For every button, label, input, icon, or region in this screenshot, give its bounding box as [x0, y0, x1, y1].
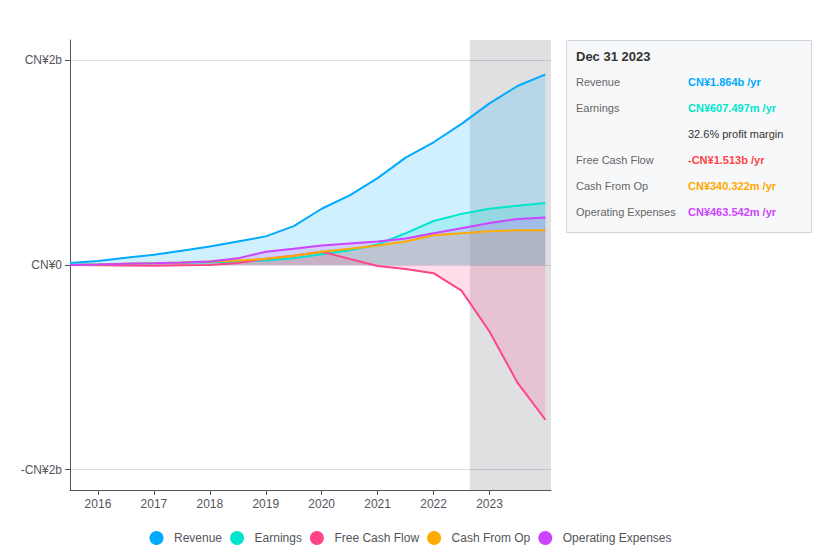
svg-text:CN¥463.542m /yr: CN¥463.542m /yr [688, 206, 777, 218]
svg-text:Revenue: Revenue [174, 531, 222, 545]
svg-text:Earnings: Earnings [576, 102, 620, 114]
svg-text:2017: 2017 [141, 497, 168, 511]
svg-text:Operating Expenses: Operating Expenses [576, 206, 676, 218]
svg-text:Dec 31 2023: Dec 31 2023 [576, 49, 650, 64]
svg-text:CN¥1.864b /yr: CN¥1.864b /yr [688, 76, 761, 88]
svg-text:-CN¥1.513b /yr: -CN¥1.513b /yr [688, 154, 765, 166]
svg-text:Revenue: Revenue [576, 76, 620, 88]
svg-text:CN¥0: CN¥0 [31, 258, 62, 272]
svg-text:Cash From Op: Cash From Op [452, 531, 531, 545]
svg-text:CN¥607.497m /yr: CN¥607.497m /yr [688, 102, 777, 114]
svg-text:CN¥2b: CN¥2b [25, 53, 63, 67]
svg-text:2020: 2020 [308, 497, 335, 511]
svg-text:Free Cash Flow: Free Cash Flow [334, 531, 419, 545]
svg-text:2016: 2016 [85, 497, 112, 511]
svg-text:CN¥340.322m /yr: CN¥340.322m /yr [688, 180, 777, 192]
svg-text:2019: 2019 [252, 497, 279, 511]
svg-text:Cash From Op: Cash From Op [576, 180, 648, 192]
svg-text:2021: 2021 [364, 497, 391, 511]
svg-text:-CN¥2b: -CN¥2b [21, 463, 63, 477]
svg-text:Operating Expenses: Operating Expenses [563, 531, 672, 545]
svg-text:Free Cash Flow: Free Cash Flow [576, 154, 654, 166]
svg-text:Earnings: Earnings [255, 531, 302, 545]
svg-text:2018: 2018 [196, 497, 223, 511]
svg-text:2022: 2022 [420, 497, 447, 511]
svg-text:32.6% profit margin: 32.6% profit margin [688, 128, 783, 140]
svg-text:2023: 2023 [476, 497, 503, 511]
